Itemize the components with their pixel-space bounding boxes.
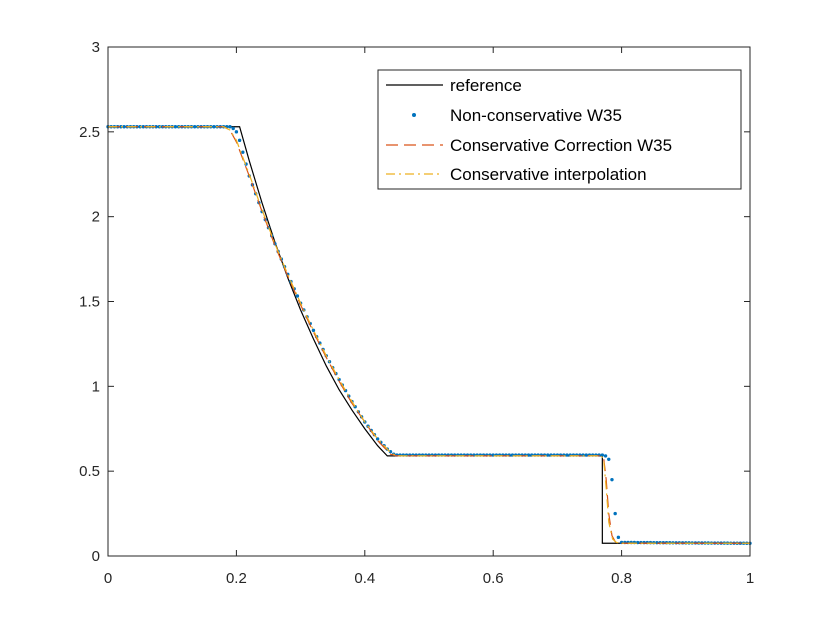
x-tick-label: 0.4 <box>354 570 375 587</box>
y-tick-label: 0 <box>92 548 100 565</box>
data-point <box>173 125 178 129</box>
x-tick-label: 0.2 <box>226 570 247 587</box>
data-point <box>295 294 300 298</box>
legend-marker <box>412 113 416 117</box>
data-point <box>311 328 316 333</box>
data-point <box>228 125 232 129</box>
data-point <box>565 453 569 457</box>
data-point <box>122 125 126 129</box>
data-point <box>546 453 550 457</box>
y-tick-label: 2.5 <box>79 124 100 141</box>
y-tick-label: 2 <box>92 209 100 226</box>
data-point <box>610 477 614 482</box>
data-point <box>119 125 123 129</box>
legend-item-conservative-interpolation: Conservative interpolation <box>386 165 647 184</box>
data-point <box>607 457 611 461</box>
tick-layer: 0 0.2 0.4 0.6 0.8 1 0 0.5 1 1.5 2 2.5 3 <box>79 39 754 587</box>
data-point <box>141 125 146 129</box>
legend-label: reference <box>450 76 522 95</box>
x-tick-label: 0.8 <box>611 570 632 587</box>
data-point <box>241 150 245 154</box>
legend-label: Conservative interpolation <box>450 165 647 184</box>
x-tick-label: 0 <box>104 570 112 587</box>
legend-box <box>377 69 742 190</box>
data-point <box>613 511 617 516</box>
y-tick-label: 1 <box>92 378 100 395</box>
data-point <box>600 453 605 457</box>
data-point <box>584 453 588 457</box>
y-tick-label: 0.5 <box>79 463 100 480</box>
legend-item-conservative-correction-w35: Conservative Correction W35 <box>386 136 672 155</box>
y-tick-label: 1.5 <box>79 294 100 311</box>
data-point <box>375 437 380 441</box>
legend: reference Non-conservative W35 Conservativ… <box>377 69 742 190</box>
series-layer <box>106 125 752 545</box>
legend-label: Conservative Correction W35 <box>450 136 672 155</box>
x-tick-label: 1 <box>746 570 754 587</box>
y-tick-label: 3 <box>92 39 100 56</box>
legend-item-non-conservative-w35: Non-conservative W35 <box>412 106 622 125</box>
legend-label: Non-conservative W35 <box>450 106 622 125</box>
legend-item-reference: reference <box>386 76 522 95</box>
data-point <box>616 535 621 540</box>
data-point <box>237 138 242 143</box>
data-point <box>234 130 239 134</box>
data-point <box>212 125 216 129</box>
data-point <box>231 126 235 131</box>
data-point <box>154 125 158 129</box>
data-point <box>192 125 197 129</box>
series-conservative-interpolation <box>108 126 750 544</box>
data-point <box>603 454 608 458</box>
x-tick-label: 0.6 <box>483 570 504 587</box>
